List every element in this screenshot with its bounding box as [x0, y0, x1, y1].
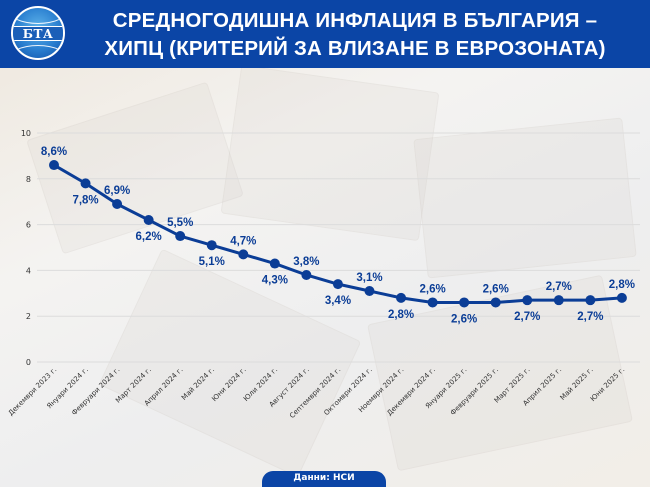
data-label: 8,6%: [41, 146, 67, 158]
data-markers: [49, 160, 627, 308]
data-point-marker: [269, 258, 280, 269]
data-point-marker: [143, 215, 154, 226]
data-label: 2,7%: [546, 281, 572, 293]
data-point-marker: [585, 295, 596, 306]
data-point-marker: [49, 160, 59, 171]
y-tick-label: 8: [26, 175, 31, 184]
data-label: 3,8%: [293, 256, 319, 268]
logo-arc: [13, 8, 63, 24]
data-label: 4,3%: [262, 275, 288, 287]
data-label: 3,4%: [325, 295, 351, 307]
data-point-marker: [332, 279, 343, 290]
data-point-marker: [206, 240, 217, 251]
data-label: 5,5%: [167, 217, 193, 229]
data-point-marker: [301, 269, 312, 280]
title-line-2: ХИПЦ (КРИТЕРИЙ ЗА ВЛИЗАНЕ В ЕВРОЗОНАТА): [104, 37, 606, 60]
page-title: СРЕДНОГОДИШНА ИНФЛАЦИЯ В БЪЛГАРИЯ – ХИПЦ…: [85, 7, 625, 63]
y-tick-label: 2: [26, 312, 31, 321]
y-tick-label: 10: [21, 129, 31, 138]
data-point-marker: [459, 297, 470, 308]
y-axis: 0 2 4 6 8 10: [21, 129, 31, 367]
data-label: 2,8%: [609, 279, 635, 291]
data-label: 3,1%: [356, 272, 382, 284]
data-label: 7,8%: [72, 194, 98, 206]
x-axis: Декември 2023 г.Януари 2024 г.Февруари 2…: [7, 366, 626, 420]
data-label: 2,6%: [483, 283, 509, 295]
logo-text: БТА: [13, 26, 63, 41]
data-point-marker: [175, 231, 186, 242]
data-point-marker: [80, 178, 91, 189]
data-point-marker: [553, 295, 564, 306]
data-point-marker: [238, 249, 249, 260]
y-tick-label: 4: [26, 266, 31, 275]
data-label: 5,1%: [199, 256, 225, 268]
data-point-marker: [616, 292, 627, 303]
data-point-marker: [427, 297, 438, 308]
data-point-marker: [112, 198, 123, 209]
data-label: 6,9%: [104, 185, 130, 197]
data-label: 6,2%: [136, 231, 162, 243]
data-label: 2,6%: [451, 313, 477, 325]
data-label: 2,6%: [419, 283, 445, 295]
data-point-marker: [396, 292, 407, 303]
data-label: 4,7%: [230, 235, 256, 247]
y-tick-label: 0: [26, 358, 31, 367]
data-label: 2,7%: [577, 311, 603, 323]
data-point-marker: [364, 286, 375, 297]
data-labels: 8,6% 7,8% 6,9% 6,2% 5,5% 5,1% 4,7% 4,3% 3,8% 3,4%…: [41, 146, 635, 325]
background-banknotes: [0, 68, 650, 487]
logo-arc: [13, 45, 63, 58]
gridlines: [37, 132, 640, 363]
y-tick-label: 6: [26, 221, 31, 230]
data-point-marker: [522, 295, 533, 306]
data-label: 2,7%: [514, 311, 540, 323]
data-label: 2,8%: [388, 309, 414, 321]
bta-logo: БТА: [11, 6, 65, 60]
header-bar: БТА СРЕДНОГОДИШНА ИНФЛАЦИЯ В БЪЛГАРИЯ – …: [0, 0, 650, 68]
source-badge: Данни: НСИ: [262, 471, 386, 487]
title-line-1: СРЕДНОГОДИШНА ИНФЛАЦИЯ В БЪЛГАРИЯ –: [112, 9, 598, 32]
data-point-marker: [490, 297, 501, 308]
